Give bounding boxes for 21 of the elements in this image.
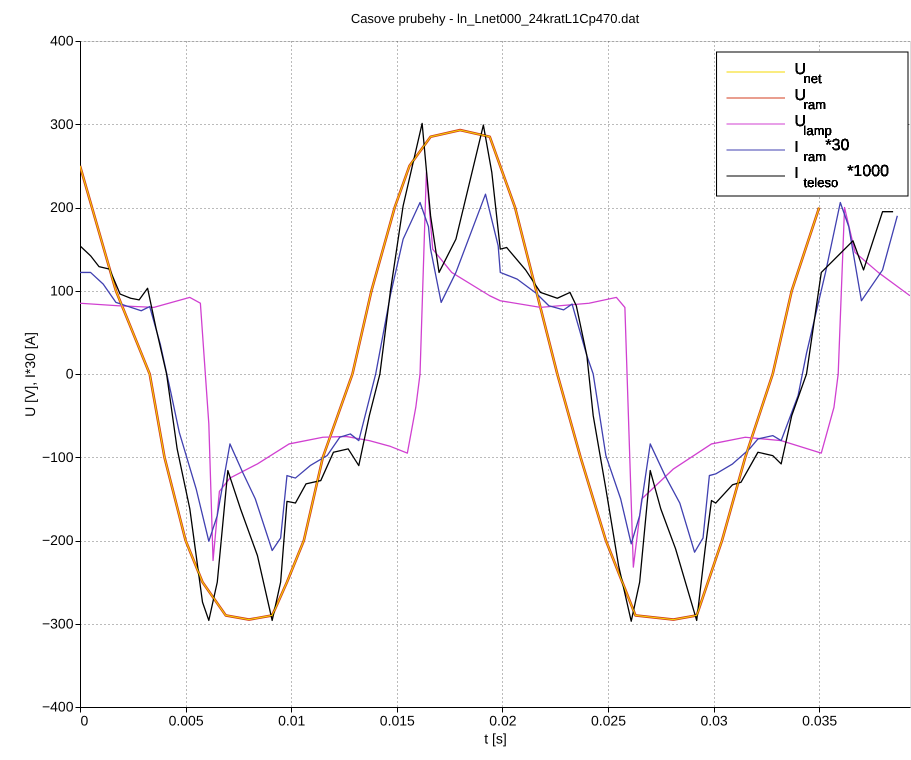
x-tick-label: 0 <box>80 712 88 728</box>
y-tick-label: −100 <box>42 448 74 465</box>
x-tick-label: 0.015 <box>380 712 416 728</box>
y-tick-label: −200 <box>42 532 74 548</box>
x-tick-label: 0.02 <box>489 712 517 728</box>
y-tick-label: 400 <box>50 32 74 48</box>
x-tick-label: 0.005 <box>168 712 204 728</box>
chart-title: Casove prubehy - ln_Lnet000_24kratL1Cp470.dat <box>350 11 640 26</box>
y-tick-label: 200 <box>50 199 74 215</box>
legend-label: Iteleso*1000 <box>794 163 890 190</box>
y-axis-title: U [V], I*30 [A] <box>22 332 38 417</box>
y-tick-label: 100 <box>50 282 74 298</box>
x-tick-label: 0.035 <box>802 712 838 728</box>
y-tick-label: 0 <box>66 366 74 382</box>
x-tick-label: 0.01 <box>278 712 306 728</box>
x-axis-title: t [s] <box>484 730 507 746</box>
y-tick-label: −300 <box>42 615 74 632</box>
x-tick-label: 0.03 <box>700 712 728 728</box>
y-tick-label: 300 <box>50 116 74 132</box>
y-tick-label: −400 <box>42 698 74 714</box>
x-tick-label: 0.025 <box>590 712 626 728</box>
